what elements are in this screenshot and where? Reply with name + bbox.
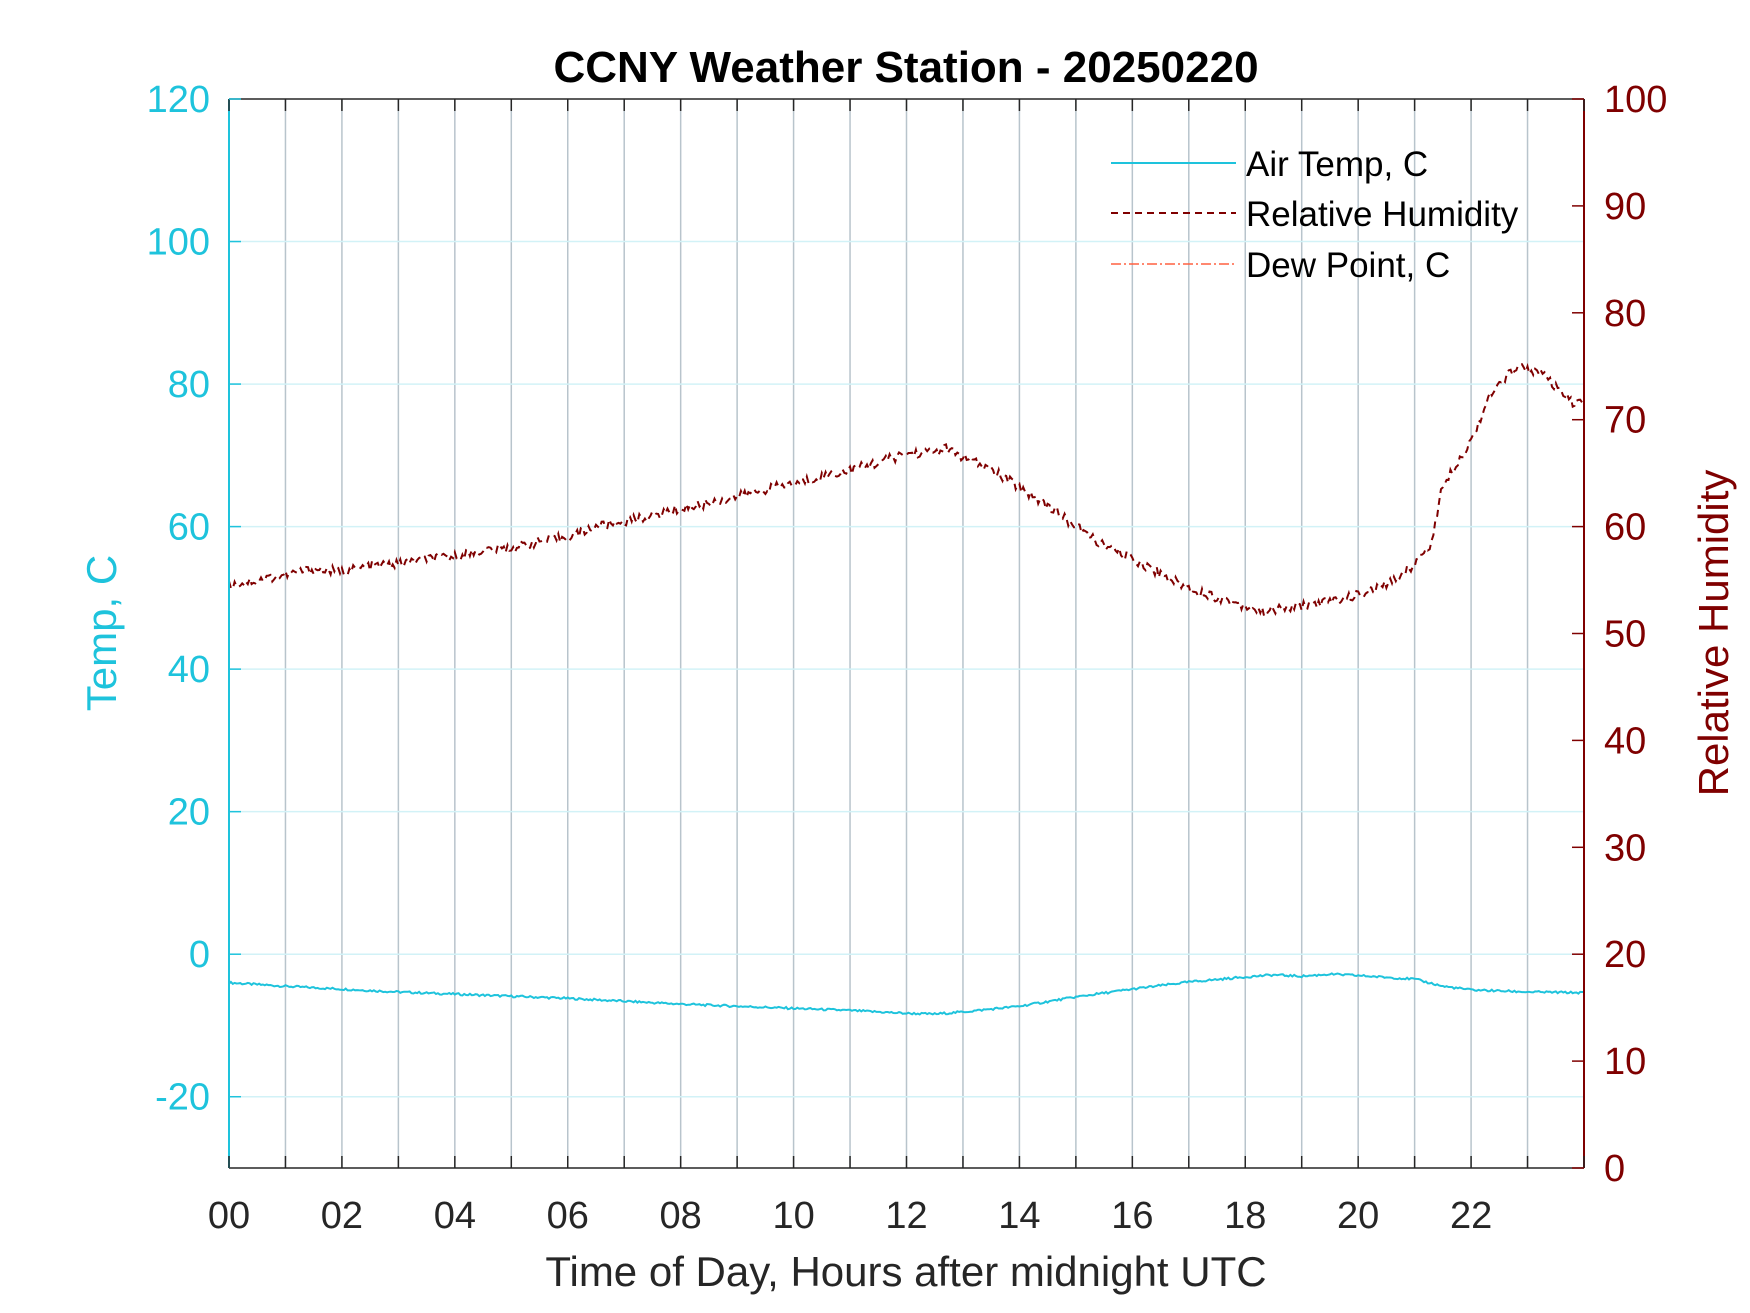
y-left-tick-label: 0: [189, 934, 210, 976]
y-left-tick-label: 120: [147, 79, 210, 121]
y-right-tick-label: 90: [1604, 186, 1646, 228]
x-tick-label: 10: [772, 1195, 814, 1237]
y-right-tick-label: 20: [1604, 934, 1646, 976]
x-tick-label: 18: [1224, 1195, 1266, 1237]
y-left-tick-label: 20: [168, 792, 210, 834]
y-left-tick-label: 80: [168, 364, 210, 406]
y-right-tick-label: 30: [1604, 827, 1646, 869]
y-right-tick-label: 10: [1604, 1041, 1646, 1083]
y-left-tick-label: -20: [155, 1077, 210, 1119]
air-temp-line: [228, 972, 1584, 1016]
series-layer: [228, 362, 1585, 1016]
chart-title: CCNY Weather Station - 20250220: [553, 43, 1258, 92]
x-tick-label: 14: [998, 1195, 1040, 1237]
y-right-tick-label: 40: [1604, 720, 1646, 762]
grid: [229, 99, 1584, 1168]
x-tick-label: 22: [1450, 1195, 1492, 1237]
y-left-tick-label: 100: [147, 222, 210, 264]
legend-label-relative-humidity: Relative Humidity: [1246, 195, 1519, 234]
x-tick-label: 06: [547, 1195, 589, 1237]
x-tick-label: 04: [434, 1195, 476, 1237]
legend-label-air-temp: Air Temp, C: [1246, 145, 1428, 184]
y-right-tick-label: 100: [1604, 79, 1667, 121]
y-right-tick-label: 50: [1604, 614, 1646, 656]
x-tick-label: 08: [660, 1195, 702, 1237]
y-left-tick-label: 60: [168, 507, 210, 549]
legend: Air Temp, C Relative Humidity Dew Point,…: [1111, 145, 1519, 285]
y-right-tick-label: 70: [1604, 400, 1646, 442]
x-tick-label: 12: [885, 1195, 927, 1237]
y-right-tick-label: 0: [1604, 1148, 1625, 1190]
y-axis-right-label: Relative Humidity: [1690, 470, 1737, 797]
relative-humidity-line: [228, 362, 1585, 618]
ticks: 00 02 04 06 08 10 12 14 16 18 20 22-200204060801001…: [147, 79, 1668, 1237]
x-tick-label: 02: [321, 1195, 363, 1237]
x-axis-label: Time of Day, Hours after midnight UTC: [545, 1248, 1266, 1295]
x-tick-label: 20: [1337, 1195, 1379, 1237]
y-right-tick-label: 60: [1604, 507, 1646, 549]
y-right-tick-label: 80: [1604, 293, 1646, 335]
x-tick-label: 16: [1111, 1195, 1153, 1237]
x-tick-label: 00: [208, 1195, 250, 1237]
y-axis-left-label: Temp, C: [78, 555, 125, 711]
legend-label-dew-point: Dew Point, C: [1246, 246, 1450, 285]
y-left-tick-label: 40: [168, 649, 210, 691]
